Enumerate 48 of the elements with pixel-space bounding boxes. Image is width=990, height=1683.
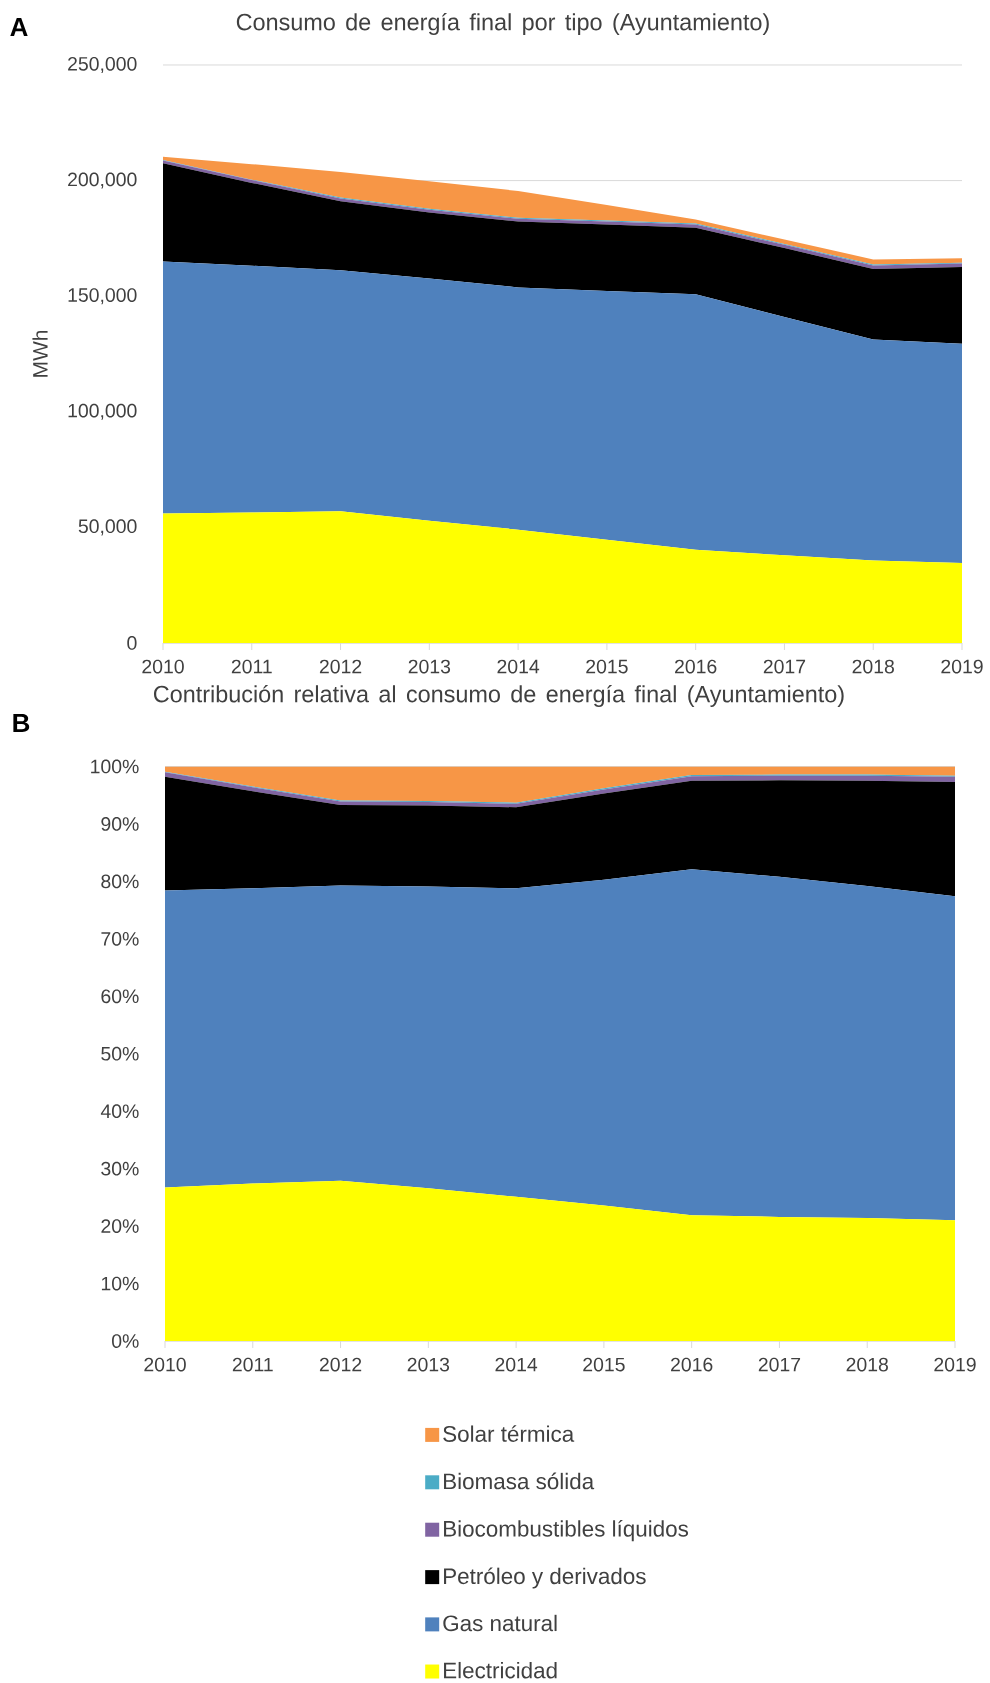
- x-tick-label: 2014: [497, 659, 540, 674]
- x-tick-label: 2016: [675, 659, 717, 674]
- y-tick-label: 0%: [112, 1334, 139, 1348]
- x-tick-label: 2019: [941, 659, 983, 674]
- x-tick-label: 2015: [586, 659, 628, 674]
- chart-title: Consumo de energía final por tipo (Ayuntamiento): [236, 12, 769, 36]
- x-tick-label: 2013: [408, 659, 451, 674]
- y-tick-label: 10%: [101, 1276, 139, 1291]
- text: B: [13, 714, 30, 732]
- legend-label: Solar térmica: [443, 1425, 575, 1442]
- y-tick-label: 80%: [101, 874, 139, 889]
- x-tick-label: 2011: [232, 1357, 273, 1372]
- x-tick-label: 2013: [407, 1357, 450, 1372]
- x-tick-label: 2017: [763, 659, 806, 674]
- x-tick-label: 2017: [758, 1357, 801, 1372]
- x-tick-label: 2018: [852, 659, 894, 674]
- y-tick-label: 30%: [101, 1161, 139, 1176]
- legend-label: Biomasa sólida: [444, 1472, 595, 1490]
- y-tick-label: 250,000: [68, 56, 137, 74]
- y-tick-label: 150,000: [68, 288, 137, 305]
- y-axis-title: MWh: [32, 330, 48, 377]
- x-tick-label: 2010: [142, 659, 184, 674]
- x-tick-label: 2012: [319, 659, 362, 674]
- y-tick-label: 20%: [101, 1219, 139, 1233]
- x-tick-label: 2015: [583, 1357, 625, 1372]
- x-tick-label: 2010: [144, 1357, 186, 1372]
- x-tick-label: 2018: [846, 1357, 888, 1372]
- y-tick-label: 100%: [91, 759, 139, 774]
- y-tick-label: 0: [127, 636, 137, 650]
- legend-label: Electricidad: [444, 1661, 557, 1679]
- chart-title: Contribución relativa al consumo de energía final (Ayuntamiento): [153, 684, 844, 708]
- text: A: [10, 18, 28, 36]
- legend-label: Petróleo y derivados: [444, 1567, 646, 1589]
- x-tick-label: 2011: [231, 659, 272, 674]
- x-tick-label: 2016: [671, 1357, 713, 1372]
- y-tick-label: 50%: [101, 1046, 139, 1061]
- legend-label: Gas natural: [443, 1614, 557, 1632]
- x-tick-label: 2019: [934, 1357, 976, 1372]
- y-tick-label: 40%: [100, 1104, 139, 1119]
- y-tick-label: 50,000: [78, 519, 137, 536]
- y-tick-label: 70%: [101, 931, 139, 946]
- y-tick-label: 100,000: [68, 403, 137, 420]
- y-tick-label: 60%: [101, 989, 139, 1004]
- y-tick-label: 200,000: [68, 172, 137, 189]
- y-tick-label: 90%: [101, 817, 139, 831]
- x-tick-label: 2014: [495, 1357, 538, 1372]
- x-tick-label: 2012: [319, 1357, 362, 1372]
- legend-label: Biocombustibles líquidos: [444, 1519, 689, 1542]
